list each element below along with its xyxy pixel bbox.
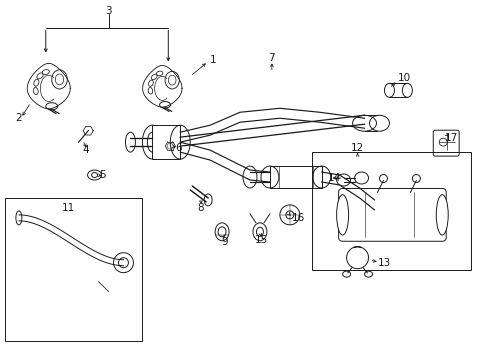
Ellipse shape	[113, 253, 133, 273]
Text: 5: 5	[99, 170, 105, 180]
Text: 15: 15	[255, 235, 268, 245]
Ellipse shape	[336, 195, 348, 235]
Bar	[311, 152, 470, 270]
FancyBboxPatch shape	[432, 130, 458, 156]
Bar	[5, 198, 142, 341]
Text: 11: 11	[62, 203, 75, 213]
Text: 7: 7	[268, 54, 275, 63]
Ellipse shape	[118, 258, 128, 268]
Text: 8: 8	[197, 203, 203, 213]
Text: 16: 16	[291, 213, 305, 223]
Text: 10: 10	[397, 73, 410, 84]
Text: 17: 17	[444, 133, 457, 143]
Text: 14: 14	[327, 173, 340, 183]
Text: 3: 3	[105, 6, 112, 15]
Text: 9: 9	[222, 237, 228, 247]
Text: 12: 12	[350, 143, 364, 153]
Bar	[152, 125, 180, 159]
Ellipse shape	[435, 195, 447, 235]
Bar	[269, 166, 321, 188]
FancyBboxPatch shape	[338, 189, 446, 241]
Text: 2: 2	[16, 113, 22, 123]
Text: 4: 4	[82, 145, 89, 155]
Text: 13: 13	[377, 258, 390, 268]
Text: 6: 6	[175, 143, 182, 153]
Text: 1: 1	[210, 55, 216, 66]
